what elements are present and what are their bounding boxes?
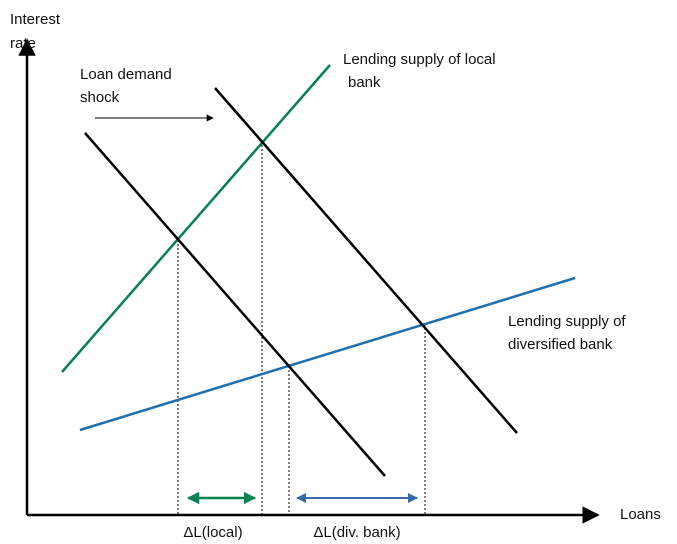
- local-delta-label: ΔL(local): [183, 524, 242, 541]
- guides: [177, 141, 426, 515]
- diversified-supply-label: Lending supply of: [508, 313, 626, 330]
- diversified-delta-label: ΔL(div. bank): [313, 524, 400, 541]
- x-axis-label: Loans: [620, 506, 661, 523]
- diversified-supply-line: [79, 276, 576, 432]
- demand-line: [84, 132, 386, 477]
- local-supply-label: Lending supply of local: [343, 51, 496, 68]
- shock-label: Loan demand: [80, 66, 172, 83]
- y-axis-label: Interest: [10, 11, 61, 28]
- local-supply-label: bank: [348, 74, 381, 91]
- shifted-demand-line: [214, 87, 518, 434]
- local-supply-line: [61, 64, 331, 373]
- shock-label: shock: [80, 89, 120, 106]
- y-axis-label: rate: [10, 35, 36, 52]
- diversified-supply-label: diversified bank: [508, 336, 613, 353]
